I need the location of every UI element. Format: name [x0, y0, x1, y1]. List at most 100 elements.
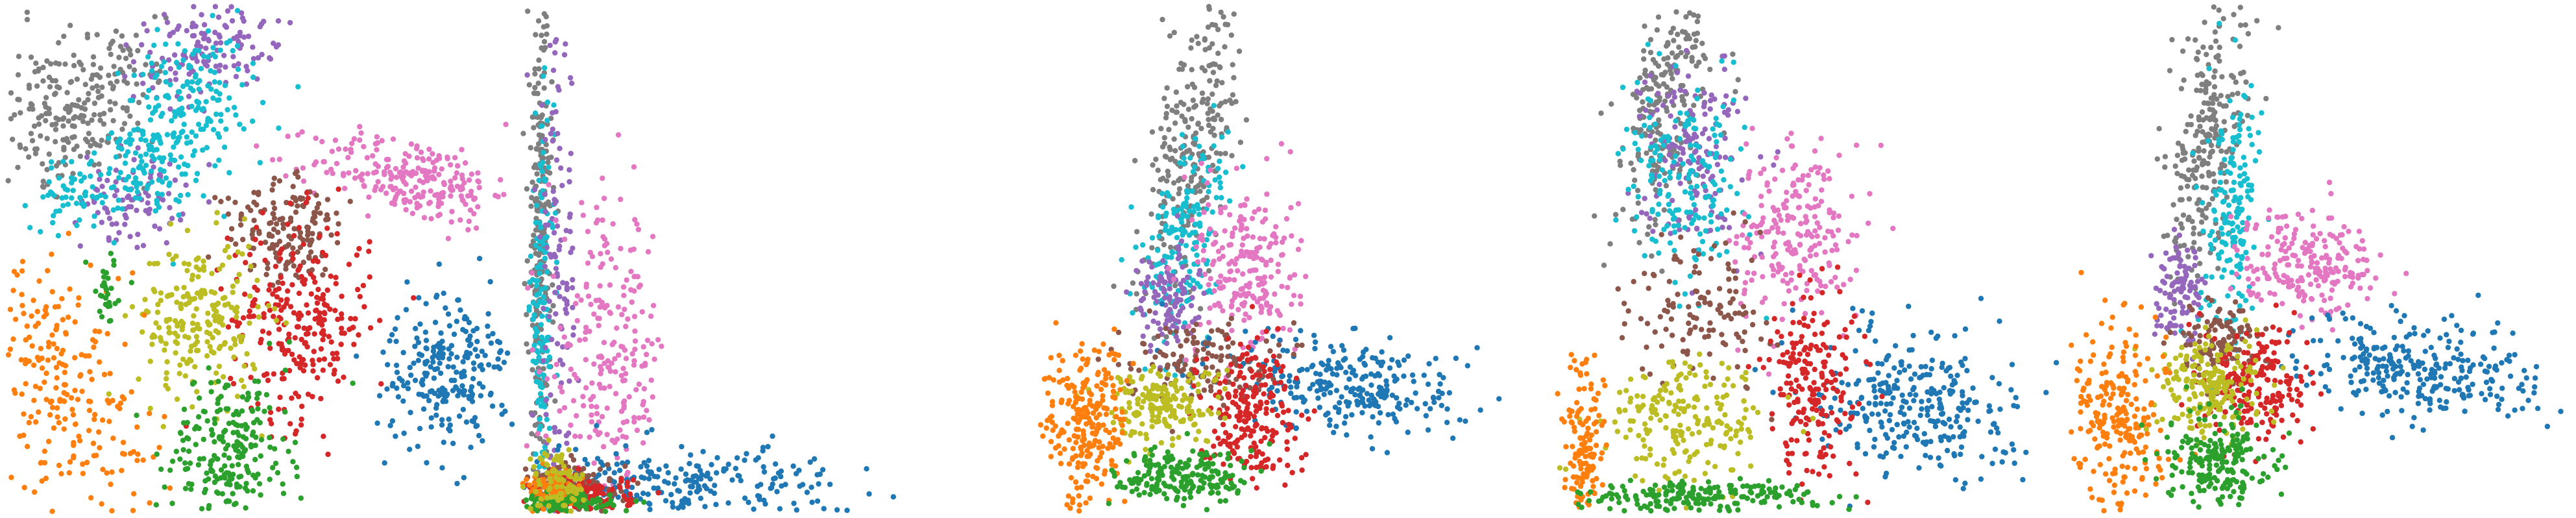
point-gray: [34, 83, 40, 89]
point-orange: [107, 371, 113, 376]
point-gray: [116, 55, 122, 60]
point-pink: [1261, 280, 1267, 286]
point-green: [250, 420, 257, 426]
point-gray: [10, 136, 16, 142]
point-pink: [1283, 216, 1290, 222]
point-brown: [291, 226, 297, 232]
point-blue: [1360, 349, 1367, 355]
point-blue: [437, 360, 443, 366]
point-gray: [532, 66, 538, 72]
point-orange: [34, 308, 40, 315]
point-olive: [205, 310, 211, 316]
point-purple: [243, 64, 249, 69]
point-brown: [1178, 343, 1184, 349]
point-cyan: [69, 195, 75, 201]
point-gray: [1217, 103, 1222, 109]
point-purple: [1177, 281, 1184, 287]
point-orange: [147, 500, 152, 506]
point-purple: [547, 42, 553, 49]
point-pink: [634, 221, 640, 227]
point-pink: [570, 398, 577, 404]
point-cyan: [90, 193, 95, 199]
point-red: [289, 395, 295, 401]
point-pink: [596, 323, 601, 328]
scatter-panel-1: [0, 0, 519, 518]
point-purple: [199, 12, 204, 18]
point-red: [326, 334, 332, 339]
point-red: [291, 357, 297, 363]
point-blue: [1302, 397, 1307, 403]
point-brown: [206, 254, 212, 260]
point-purple: [140, 80, 146, 86]
point-orange: [135, 451, 141, 457]
point-blue: [613, 450, 619, 457]
point-blue: [761, 469, 768, 475]
point-pink: [631, 415, 637, 421]
point-pink: [1197, 235, 1202, 241]
point-pink: [1280, 252, 1285, 258]
point-blue: [423, 301, 429, 306]
point-cyan: [143, 162, 149, 168]
point-olive: [149, 341, 155, 347]
point-red: [286, 331, 292, 338]
point-gray: [120, 105, 126, 111]
point-gray: [1165, 173, 1171, 179]
point-purple: [559, 182, 565, 188]
point-cyan: [167, 152, 173, 158]
point-blue: [470, 419, 477, 425]
point-red: [576, 466, 581, 472]
point-purple: [114, 221, 119, 227]
point-purple: [1140, 295, 1147, 302]
point-cyan: [110, 207, 116, 213]
point-blue: [694, 489, 700, 495]
point-blue: [395, 315, 400, 321]
point-pink: [617, 427, 623, 433]
point-red: [260, 328, 266, 334]
point-blue: [476, 380, 483, 387]
point-pink: [559, 389, 565, 395]
point-purple: [99, 219, 104, 225]
point-cyan: [218, 118, 224, 124]
point-gray: [47, 84, 53, 90]
point-purple: [259, 51, 265, 58]
point-blue: [1280, 347, 1286, 353]
point-olive: [158, 338, 164, 344]
point-gray: [93, 142, 100, 148]
point-blue: [461, 475, 467, 480]
point-blue: [723, 466, 729, 472]
point-green: [286, 339, 292, 345]
point-red: [339, 293, 345, 299]
point-gray: [1230, 92, 1236, 98]
point-pink: [597, 283, 603, 289]
point-blue: [646, 500, 652, 506]
point-cyan: [221, 144, 228, 150]
point-green: [602, 508, 609, 514]
point-green: [270, 465, 276, 471]
point-blue: [1362, 403, 1368, 409]
point-cyan: [1206, 288, 1212, 293]
point-blue: [1360, 354, 1366, 360]
point-purple: [550, 138, 555, 144]
point-gray: [99, 138, 104, 143]
point-pink: [1235, 268, 1241, 274]
point-blue: [433, 294, 439, 300]
point-gray: [113, 28, 119, 34]
point-red: [269, 421, 274, 426]
point-brown: [597, 466, 603, 473]
point-purple: [104, 210, 111, 216]
point-blue: [1360, 374, 1367, 380]
point-cyan: [176, 212, 182, 218]
point-orange: [62, 369, 68, 375]
point-blue: [611, 470, 617, 476]
point-gray: [1188, 45, 1194, 51]
point-purple: [570, 332, 576, 338]
point-pink: [625, 469, 631, 476]
point-blue: [407, 365, 413, 371]
point-gray: [1148, 211, 1154, 217]
point-purple: [1138, 280, 1145, 287]
point-orange: [21, 432, 27, 438]
point-red: [296, 316, 302, 322]
point-purple: [1147, 348, 1153, 354]
point-purple: [231, 63, 237, 69]
point-blue: [646, 458, 652, 463]
